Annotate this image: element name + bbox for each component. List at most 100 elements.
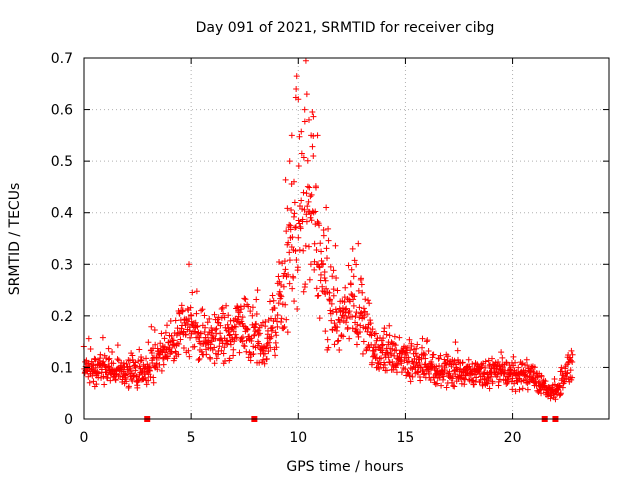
data-point xyxy=(378,355,385,362)
data-point xyxy=(379,341,386,348)
data-point xyxy=(448,379,455,386)
data-point xyxy=(297,225,304,232)
data-point xyxy=(282,266,289,273)
data-point xyxy=(129,377,136,384)
data-point xyxy=(168,332,175,339)
data-point xyxy=(332,242,339,249)
data-point xyxy=(283,228,290,235)
data-point xyxy=(90,378,97,385)
data-point xyxy=(138,353,145,360)
data-point xyxy=(427,376,434,383)
data-point xyxy=(325,344,332,351)
data-point xyxy=(383,331,390,338)
data-point xyxy=(313,285,320,292)
data-point xyxy=(501,370,508,377)
data-point xyxy=(372,341,379,348)
data-point xyxy=(306,184,313,191)
data-point xyxy=(331,320,338,327)
data-point xyxy=(85,373,92,380)
data-point xyxy=(87,345,94,352)
data-point xyxy=(343,305,350,312)
data-point xyxy=(209,327,216,334)
data-point xyxy=(296,133,303,140)
data-point xyxy=(271,305,278,312)
data-point xyxy=(239,338,246,345)
data-point xyxy=(267,344,274,351)
data-point xyxy=(556,382,563,389)
data-point xyxy=(398,369,405,376)
data-point xyxy=(509,386,516,393)
data-point xyxy=(446,368,453,375)
data-point xyxy=(91,355,98,362)
data-point xyxy=(558,368,565,375)
data-point xyxy=(289,285,296,292)
data-point xyxy=(386,332,393,339)
data-point xyxy=(415,369,422,376)
data-point xyxy=(281,270,288,277)
data-point xyxy=(295,217,302,224)
data-point xyxy=(414,341,421,348)
y-tick-label: 0.7 xyxy=(51,51,73,67)
data-point xyxy=(323,285,330,292)
data-point xyxy=(236,309,243,316)
data-point xyxy=(327,263,334,270)
data-point xyxy=(178,302,185,309)
data-point xyxy=(351,257,358,264)
data-point xyxy=(105,345,112,352)
data-point xyxy=(482,358,489,365)
data-point xyxy=(110,360,117,367)
data-point xyxy=(107,377,114,384)
data-point xyxy=(185,347,192,354)
data-point xyxy=(253,320,260,327)
data-point xyxy=(125,383,132,390)
data-point xyxy=(349,313,356,320)
data-point xyxy=(446,374,453,381)
data-point xyxy=(459,359,466,366)
data-point xyxy=(230,352,237,359)
data-point xyxy=(225,325,232,332)
data-point xyxy=(484,380,491,387)
data-point xyxy=(325,237,332,244)
data-point xyxy=(450,382,457,389)
data-point xyxy=(222,357,229,364)
data-point xyxy=(126,357,133,364)
data-point xyxy=(221,314,228,321)
data-point xyxy=(280,273,287,280)
data-point xyxy=(295,234,302,241)
data-point xyxy=(475,366,482,373)
data-point xyxy=(419,367,426,374)
data-point xyxy=(179,307,186,314)
y-tick-label: 0.6 xyxy=(51,103,73,119)
data-point xyxy=(256,359,263,366)
data-point xyxy=(212,326,219,333)
data-point xyxy=(263,355,270,362)
data-point xyxy=(97,351,104,358)
data-point xyxy=(186,353,193,360)
data-point xyxy=(145,377,152,384)
data-point xyxy=(485,377,492,384)
data-point xyxy=(389,358,396,365)
data-point xyxy=(218,305,225,312)
data-point xyxy=(343,319,350,326)
data-point xyxy=(168,348,175,355)
data-point xyxy=(519,385,526,392)
data-point xyxy=(251,323,258,330)
data-point xyxy=(308,217,315,224)
data-point xyxy=(488,370,495,377)
grid xyxy=(84,58,609,419)
data-point xyxy=(277,292,284,299)
data-point xyxy=(358,309,365,316)
data-point xyxy=(286,221,293,228)
data-point xyxy=(402,366,409,373)
data-point xyxy=(383,367,390,374)
data-point xyxy=(424,337,431,344)
data-point xyxy=(296,220,303,227)
data-point xyxy=(380,335,387,342)
data-point xyxy=(335,337,342,344)
data-point xyxy=(291,199,298,206)
data-point xyxy=(316,315,323,322)
data-point xyxy=(247,308,254,315)
data-point xyxy=(225,312,232,319)
